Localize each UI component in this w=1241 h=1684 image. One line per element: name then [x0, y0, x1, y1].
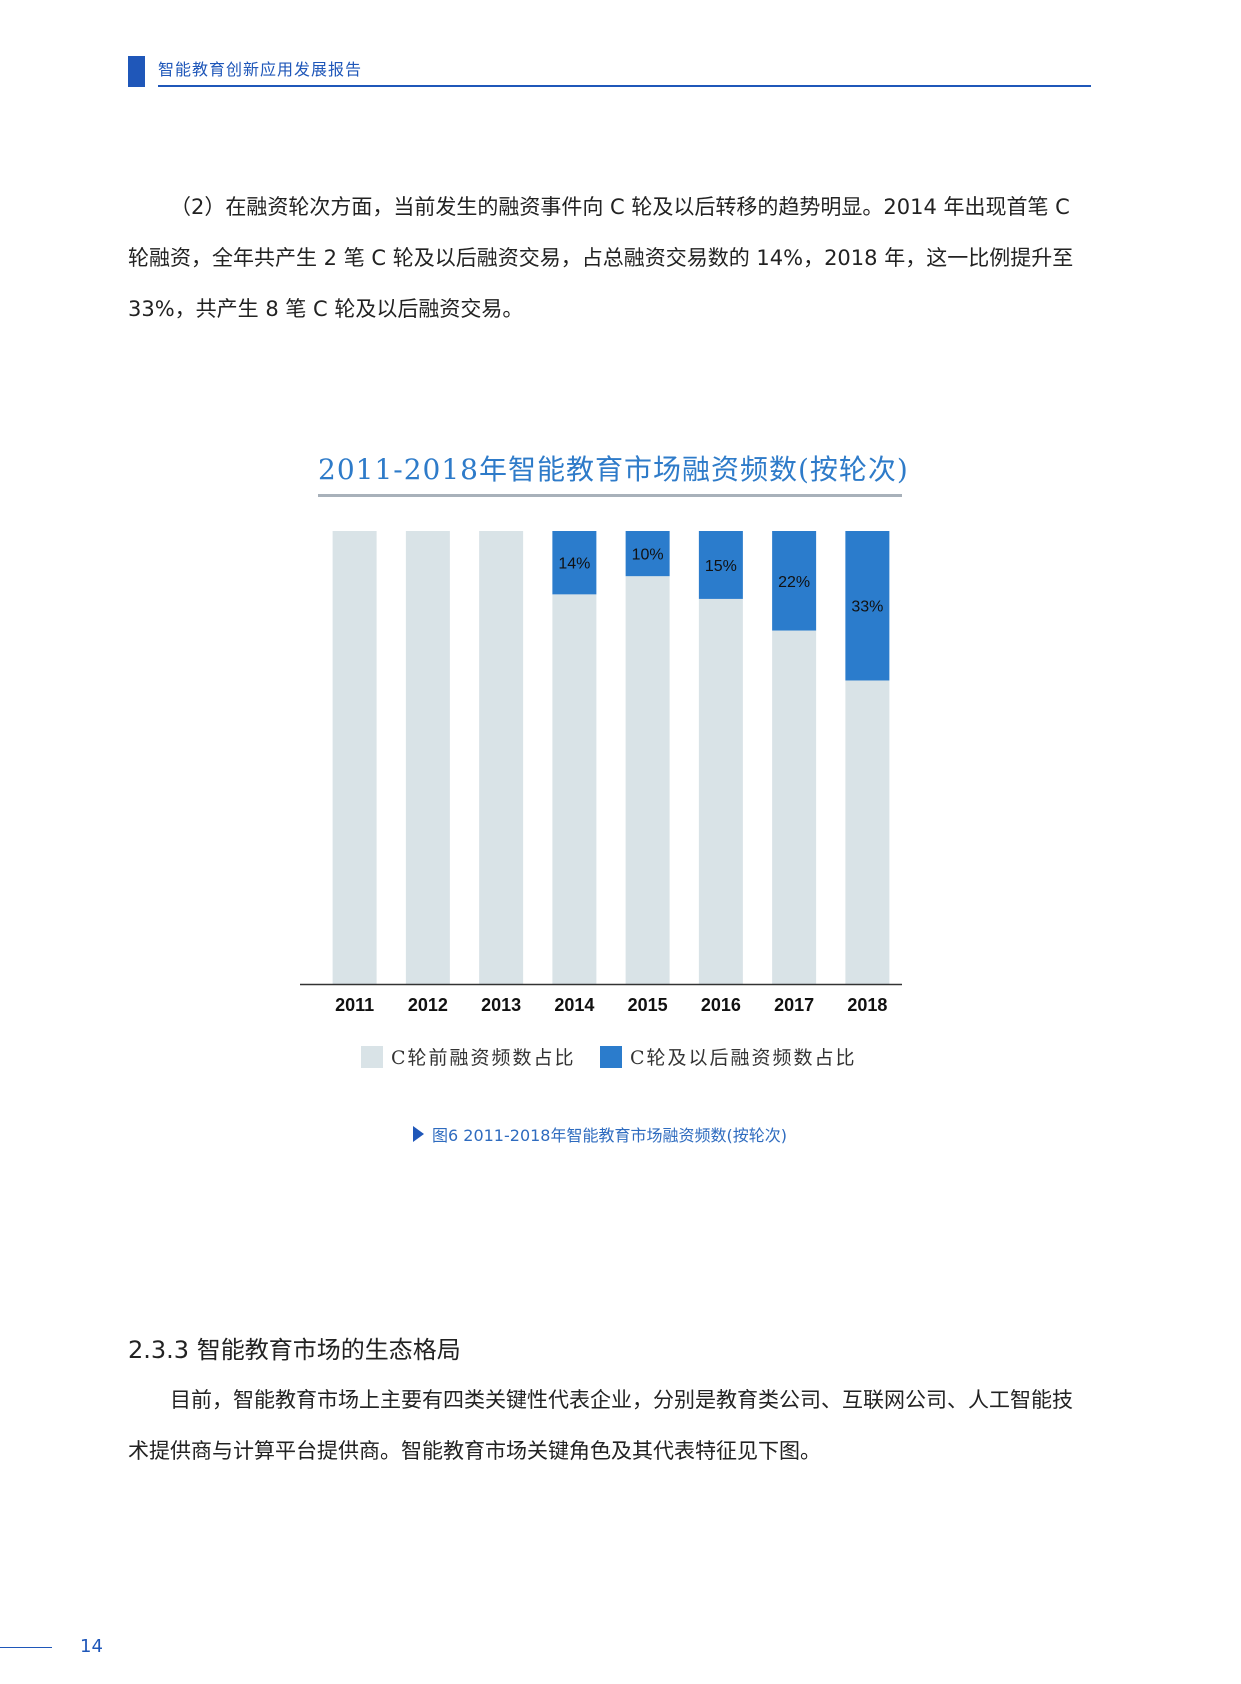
x-tick-label-2012: 2012 — [408, 995, 448, 1015]
x-tick-label-2015: 2015 — [628, 995, 668, 1015]
chart-title-rule — [318, 494, 902, 497]
legend-swatch-pre-c — [361, 1045, 383, 1068]
bar-c-and-later-2017 — [772, 531, 817, 631]
x-tick-label-2016: 2016 — [701, 995, 741, 1015]
legend-swatch-c-and-later — [600, 1045, 622, 1068]
data-label-2018: 33% — [851, 599, 883, 616]
legend-label-c-and-later: C轮及以后融资频数占比 — [630, 1047, 857, 1069]
caption-triangle-icon — [413, 1126, 424, 1142]
bar-pre-c-2013 — [479, 531, 524, 984]
bar-pre-c-2016 — [698, 598, 743, 984]
legend-label-pre-c: C轮前融资频数占比 — [391, 1047, 576, 1069]
x-tick-label-2013: 2013 — [481, 995, 521, 1015]
bar-c-and-later-2015 — [625, 531, 670, 577]
bar-c-and-later-2016 — [698, 531, 743, 599]
header-title: 智能教育创新应用发展报告 — [158, 60, 363, 79]
figure-caption: 图6 2011-2018年智能教育市场融资频数(按轮次) — [413, 1122, 787, 1146]
bar-pre-c-2014 — [552, 594, 597, 984]
page-number: 14 — [80, 1636, 103, 1657]
header-rule — [158, 85, 1091, 87]
x-tick-label-2017: 2017 — [774, 995, 814, 1015]
stacked-bar-chart: 2011 2012 2013 14% 2014 10% 2015 15% 2016 22% 2017… — [300, 531, 902, 1015]
section-heading: 2.3.3 智能教育市场的生态格局 — [128, 1336, 461, 1364]
bar-pre-c-2015 — [625, 576, 670, 984]
data-label-2017: 22% — [778, 574, 810, 591]
header-accent-block — [128, 56, 145, 87]
data-label-2016: 15% — [705, 558, 737, 575]
bar-c-and-later-2018 — [845, 531, 890, 681]
bar-pre-c-2011 — [332, 531, 377, 984]
chart-title: 2011-2018年智能教育市场融资频数(按轮次) — [318, 453, 909, 486]
bar-pre-c-2017 — [772, 630, 817, 984]
x-tick-label-2011: 2011 — [335, 995, 374, 1015]
x-tick-label-2018: 2018 — [847, 995, 887, 1015]
bar-pre-c-2018 — [845, 680, 890, 984]
legend-item-c-and-later: C轮及以后融资频数占比 — [600, 1043, 857, 1069]
paragraph-financing-rounds: （2）在融资轮次方面，当前发生的融资事件向 C 轮及以后转移的趋势明显。2014… — [128, 195, 1074, 321]
bar-pre-c-2012 — [405, 531, 450, 984]
x-tick-label-2014: 2014 — [554, 995, 594, 1015]
paragraph-ecosystem: 目前，智能教育市场上主要有四类关键性代表企业，分别是教育类公司、互联网公司、人工… — [128, 1388, 1073, 1463]
footer-rule — [0, 1647, 52, 1648]
figure-caption-text: 图6 2011-2018年智能教育市场融资频数(按轮次) — [432, 1126, 787, 1145]
data-label-2014: 14% — [558, 556, 590, 573]
data-label-2015: 10% — [632, 547, 664, 564]
bar-c-and-later-2014 — [552, 531, 597, 595]
legend-item-pre-c: C轮前融资频数占比 — [361, 1043, 576, 1069]
